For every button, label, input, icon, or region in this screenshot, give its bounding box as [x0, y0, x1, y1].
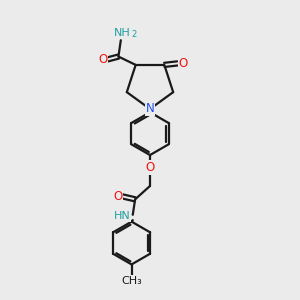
Text: N: N	[146, 103, 154, 116]
Text: HN: HN	[114, 211, 131, 221]
Text: 2: 2	[132, 30, 137, 39]
Text: O: O	[98, 53, 108, 66]
Text: O: O	[178, 57, 188, 70]
Text: NH: NH	[114, 28, 131, 38]
Text: O: O	[113, 190, 122, 203]
Text: O: O	[146, 161, 154, 174]
Text: CH₃: CH₃	[121, 276, 142, 286]
